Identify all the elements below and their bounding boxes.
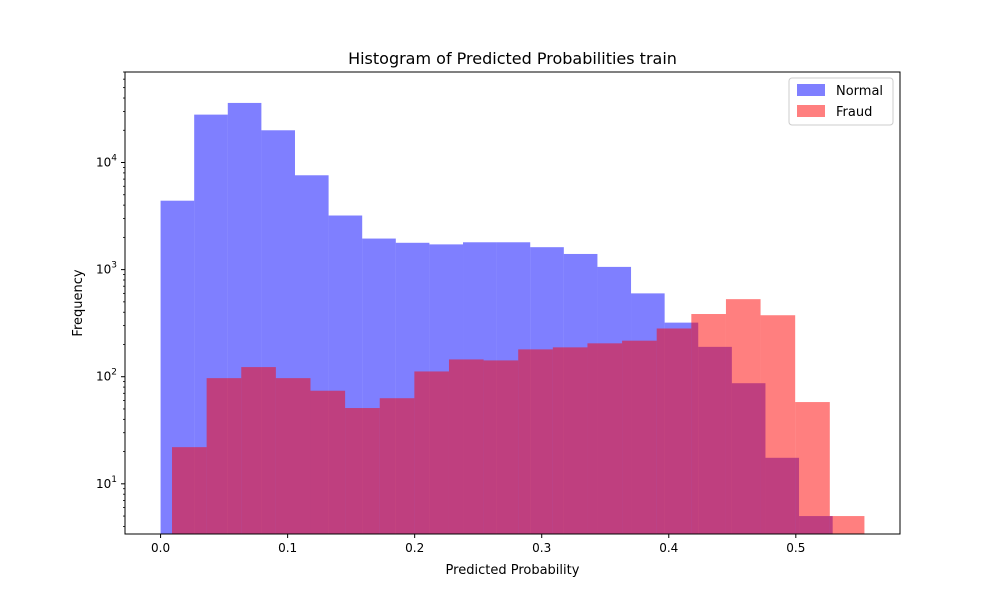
bar-fraud-3 xyxy=(275,378,311,534)
bar-fraud-14 xyxy=(656,328,692,534)
x-tick-label-0: 0.0 xyxy=(151,541,170,555)
chart-title: Histogram of Predicted Probabilities tra… xyxy=(348,49,677,68)
legend-label-fraud: Fraud xyxy=(836,105,872,120)
x-tick-label-3: 0.3 xyxy=(532,541,551,555)
x-axis: 0.0 0.1 0.2 0.3 0.4 0.5 xyxy=(151,534,805,555)
y-axis: 101 102 103 104 xyxy=(96,71,125,527)
x-tick-label-1: 0.1 xyxy=(278,541,297,555)
bar-fraud-4 xyxy=(310,390,346,534)
bar-fraud-16 xyxy=(725,299,761,534)
bar-fraud-0 xyxy=(172,447,207,534)
bar-fraud-2 xyxy=(241,367,276,534)
legend-label-normal: Normal xyxy=(836,84,883,99)
bar-fraud-7 xyxy=(414,371,449,534)
legend: Normal Fraud xyxy=(788,77,894,126)
bar-fraud-12 xyxy=(587,343,623,534)
plot-area-frame xyxy=(124,71,901,535)
bar-fraud-13 xyxy=(622,340,657,534)
x-tick-label-5: 0.5 xyxy=(786,541,805,555)
y-tick-label-0: 101 xyxy=(96,475,117,491)
bar-fraud-18 xyxy=(795,402,830,534)
bar-fraud-15 xyxy=(691,314,726,534)
y-tick-label-3: 104 xyxy=(96,154,117,170)
bar-fraud-6 xyxy=(379,398,415,534)
y-tick-label-1: 102 xyxy=(96,368,117,384)
x-axis-label: Predicted Probability xyxy=(446,563,580,578)
bar-fraud-5 xyxy=(345,408,380,534)
bar-fraud-19 xyxy=(829,516,865,534)
y-axis-label: Frequency xyxy=(71,269,86,336)
legend-swatch-fraud xyxy=(797,105,825,117)
legend-swatch-normal xyxy=(797,84,825,96)
bar-fraud-9 xyxy=(483,360,519,534)
bar-fraud-1 xyxy=(206,378,242,534)
bar-fraud-8 xyxy=(448,359,484,534)
x-tick-label-4: 0.4 xyxy=(659,541,678,555)
fraud-bars xyxy=(172,299,865,534)
y-tick-label-2: 103 xyxy=(96,261,117,277)
x-tick-label-2: 0.2 xyxy=(405,541,424,555)
bar-fraud-17 xyxy=(760,315,796,534)
bar-fraud-11 xyxy=(552,347,588,534)
bar-fraud-10 xyxy=(518,349,553,534)
